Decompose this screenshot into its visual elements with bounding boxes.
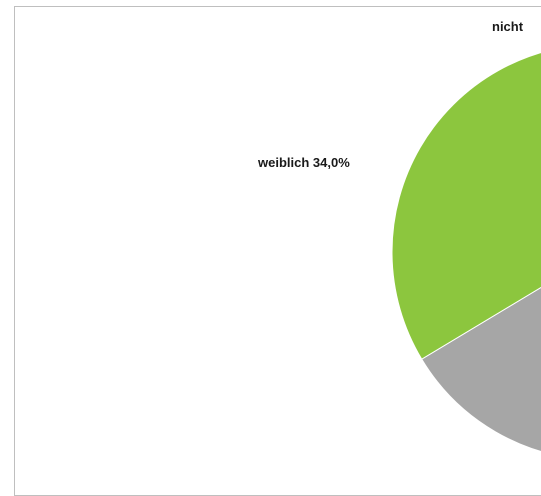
pie-chart: weiblich 34,0% nicht — [257, 19, 541, 452]
label-weiblich: weiblich 34,0% — [257, 155, 350, 170]
chart-frame: weiblich 34,0% nicht — [14, 6, 541, 496]
pie-slice-nicht — [421, 286, 541, 452]
pie-slice-weiblich — [391, 52, 541, 360]
pie-slices — [391, 52, 541, 452]
label-nicht: nicht — [492, 19, 524, 34]
